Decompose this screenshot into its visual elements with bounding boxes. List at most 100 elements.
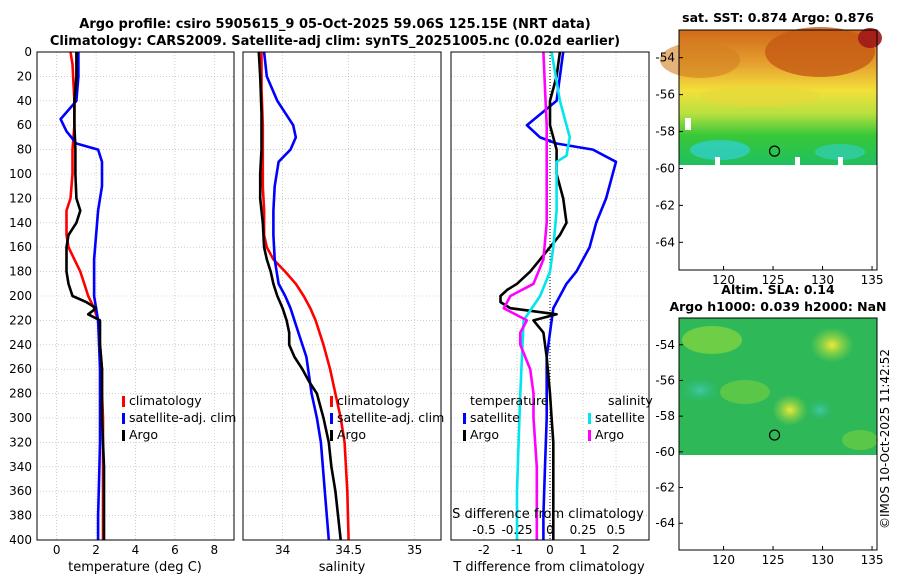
x-tick-label: 2 (92, 543, 100, 557)
sst-map-panel: sat. SST: 0.874 Argo: 0.876 120 125 130 135… (655, 10, 883, 287)
difference-panel: -2 -1 0 1 2 -0.5 -0.25 0 0.25 0.5 S difference fr… (450, 51, 653, 575)
sla-map-panel: Altim. SLA: 0.14 Argo h1000: 0.039 h2000… (655, 282, 886, 567)
map-y-tick-label: -64 (655, 235, 675, 249)
x-tick-label: 34.5 (335, 543, 362, 557)
salinity-ticks: 34 34.5 35 (275, 543, 422, 557)
legend-swatch (588, 413, 591, 424)
map-x-tick-label: 120 (712, 553, 735, 567)
salinity-grid (243, 51, 441, 541)
sst-no-data (679, 165, 877, 270)
argo-position-marker (768, 145, 781, 157)
y-tick-label: 340 (9, 460, 32, 474)
legend-swatch (122, 430, 125, 441)
s-tick-label: 0 (546, 523, 554, 537)
sst-heatmap (660, 27, 882, 270)
salinity-panel: 34 34.5 35 salinity climatology satellite-a… (242, 51, 444, 575)
series-line-argo (257, 52, 342, 540)
sst-warm-patch (765, 27, 875, 77)
temperature-xlabel: temperature (deg C) (68, 560, 202, 575)
map-y-tick-label: -58 (655, 125, 675, 139)
y-tick-label: 260 (9, 362, 32, 376)
map-x-tick-label: 125 (762, 273, 785, 287)
x-tick-label: 0 (546, 543, 554, 557)
legend-swatch (122, 413, 125, 424)
legend-title: salinity (608, 393, 653, 408)
map-y-tick-label: -56 (655, 373, 675, 387)
s-difference-label: S difference from climatology (452, 507, 644, 522)
map-x-tick-label: 125 (762, 553, 785, 567)
difference-series (499, 52, 618, 540)
sla-no-data (679, 455, 877, 550)
sst-hot-spot (858, 28, 882, 48)
series-line-salinity-argo (502, 52, 549, 540)
y-tick-label: 300 (9, 411, 32, 425)
temperature-panel: 0204060801001201401601802002202402602803… (9, 45, 236, 575)
legend-swatch (463, 430, 466, 441)
x-tick-label: 0 (53, 543, 61, 557)
map-x-tick-label: 130 (811, 273, 834, 287)
legend-label: Argo (595, 427, 624, 442)
sla-map-title-1: Altim. SLA: 0.14 (721, 282, 835, 297)
map-y-tick-label: -58 (655, 409, 675, 423)
sla-heatmap (678, 318, 878, 550)
series-line-satellite-adj-clim (59, 52, 104, 540)
x-tick-label: -2 (478, 543, 490, 557)
sla-map-title-2: Argo h1000: 0.039 h2000: NaN (669, 299, 886, 314)
watermark: ©IMOS 10-Oct-2025 11:42:52 (878, 349, 892, 529)
legend-label: Argo (337, 427, 366, 442)
y-tick-label: 320 (9, 435, 32, 449)
legend-label: Argo (129, 427, 158, 442)
legend-swatch (588, 430, 591, 441)
map-y-tick-label: -62 (655, 481, 675, 495)
legend-label: Argo (470, 427, 499, 442)
temperature-axes-box (36, 51, 235, 541)
x-tick-label: 1 (579, 543, 587, 557)
sst-missing-cell (685, 118, 691, 130)
legend-label: satellite-adj. clim (337, 410, 444, 425)
x-tick-label: 4 (132, 543, 140, 557)
legend-title: temperature (470, 393, 549, 408)
difference-xlabel: T difference from climatology (452, 560, 645, 575)
series-line-temperature-satellite (525, 52, 618, 540)
y-tick-label: 0 (24, 45, 32, 59)
y-tick-label: 80 (17, 143, 32, 157)
sst-axes: 120 125 130 135 -54 -56 -58 -60 -62 -64 (655, 29, 884, 287)
sla-high-blob (772, 394, 808, 426)
sla-patch (720, 380, 770, 404)
y-tick-label: 400 (9, 533, 32, 547)
sla-low-blob (805, 398, 835, 422)
map-x-tick-label: 120 (712, 273, 735, 287)
sla-low-blob (678, 376, 722, 404)
y-tick-label: 200 (9, 289, 32, 303)
legend-label: satellite (470, 410, 520, 425)
title-line-1: Argo profile: csiro 5905615_9 05-Oct-202… (79, 17, 590, 32)
sst-missing-cell (795, 157, 800, 165)
s-tick-label: -0.5 (472, 523, 495, 537)
map-y-tick-label: -62 (655, 198, 675, 212)
legend-swatch (463, 413, 466, 424)
map-x-tick-label: 130 (811, 553, 834, 567)
legend-swatch (330, 413, 333, 424)
sst-warm-patch-west (660, 42, 740, 78)
sst-missing-cell (838, 157, 843, 165)
map-axes-box (678, 29, 878, 271)
temperature-ticks: 0204060801001201401601802002202402602803… (9, 45, 218, 557)
legend-label: climatology (129, 393, 202, 408)
x-tick-label: -1 (511, 543, 523, 557)
map-x-tick-label: 135 (861, 553, 884, 567)
difference-axes-box (450, 51, 650, 541)
difference-legend: temperature salinity satellite Argo satellit… (463, 393, 653, 442)
sst-yellow-band (700, 86, 820, 106)
legend-label: climatology (337, 393, 410, 408)
y-tick-label: 60 (17, 118, 32, 132)
temperature-grid (37, 51, 234, 541)
salinity-legend: climatology satellite-adj. clim Argo (330, 393, 444, 442)
y-tick-label: 180 (9, 265, 32, 279)
series-line-climatology (260, 52, 350, 540)
series-line-argo (65, 52, 106, 540)
sla-axes: 120 125 130 135 -54 -56 -58 -60 -62 -64 (655, 317, 884, 567)
sst-missing-cell (715, 157, 720, 165)
x-tick-label: 2 (612, 543, 620, 557)
sst-cold-patch (690, 140, 750, 160)
